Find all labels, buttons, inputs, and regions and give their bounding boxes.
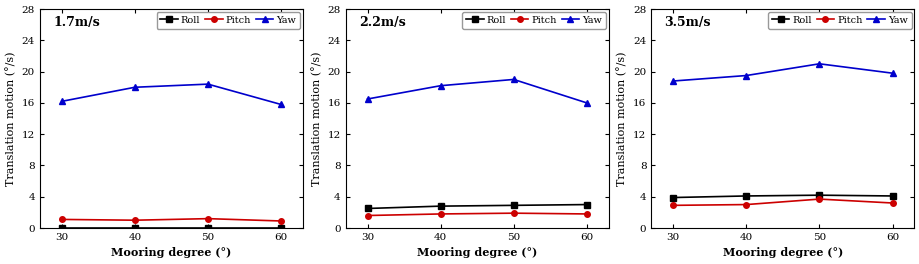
Legend: Roll, Pitch, Yaw: Roll, Pitch, Yaw: [156, 12, 300, 29]
Yaw: [56, 100, 67, 103]
Line: Pitch: Pitch: [364, 210, 589, 218]
X-axis label: Mooring degree (°): Mooring degree (°): [722, 247, 842, 258]
Yaw: [507, 78, 518, 81]
Legend: Roll, Pitch, Yaw: Roll, Pitch, Yaw: [461, 12, 605, 29]
Yaw: [667, 79, 678, 83]
Roll: [740, 194, 751, 197]
Line: Roll: Roll: [670, 192, 894, 200]
Pitch: [813, 197, 824, 201]
Pitch: [361, 214, 372, 217]
Roll: [56, 226, 67, 229]
Yaw: [275, 103, 286, 106]
Line: Yaw: Yaw: [59, 81, 283, 107]
Yaw: [435, 84, 446, 87]
Line: Yaw: Yaw: [364, 77, 589, 106]
Y-axis label: Translation motion (°/s): Translation motion (°/s): [6, 51, 17, 186]
Roll: [886, 194, 897, 197]
Line: Roll: Roll: [364, 202, 589, 211]
Line: Pitch: Pitch: [670, 196, 894, 208]
Roll: [813, 194, 824, 197]
Legend: Roll, Pitch, Yaw: Roll, Pitch, Yaw: [767, 12, 911, 29]
Pitch: [740, 203, 751, 206]
Y-axis label: Translation motion (°/s): Translation motion (°/s): [617, 51, 627, 186]
Pitch: [507, 211, 518, 215]
Line: Pitch: Pitch: [59, 216, 283, 224]
Text: 1.7m/s: 1.7m/s: [53, 16, 99, 29]
Pitch: [130, 219, 141, 222]
Yaw: [130, 86, 141, 89]
Roll: [361, 207, 372, 210]
Pitch: [275, 219, 286, 223]
Roll: [581, 203, 592, 206]
Yaw: [886, 72, 897, 75]
Line: Yaw: Yaw: [670, 61, 894, 84]
X-axis label: Mooring degree (°): Mooring degree (°): [111, 247, 232, 258]
Pitch: [581, 212, 592, 215]
Y-axis label: Translation motion (°/s): Translation motion (°/s): [311, 51, 322, 186]
Yaw: [740, 74, 751, 77]
Line: Roll: Roll: [59, 225, 283, 230]
Roll: [435, 205, 446, 208]
Text: 3.5m/s: 3.5m/s: [664, 16, 710, 29]
Yaw: [581, 101, 592, 105]
Pitch: [435, 212, 446, 215]
Pitch: [886, 201, 897, 205]
Text: 2.2m/s: 2.2m/s: [358, 16, 405, 29]
Pitch: [56, 218, 67, 221]
Roll: [507, 204, 518, 207]
Roll: [202, 226, 213, 229]
Roll: [275, 226, 286, 229]
Yaw: [202, 83, 213, 86]
Yaw: [361, 97, 372, 101]
Roll: [667, 196, 678, 199]
Roll: [130, 226, 141, 229]
Pitch: [202, 217, 213, 220]
X-axis label: Mooring degree (°): Mooring degree (°): [416, 247, 537, 258]
Pitch: [667, 204, 678, 207]
Yaw: [813, 62, 824, 65]
